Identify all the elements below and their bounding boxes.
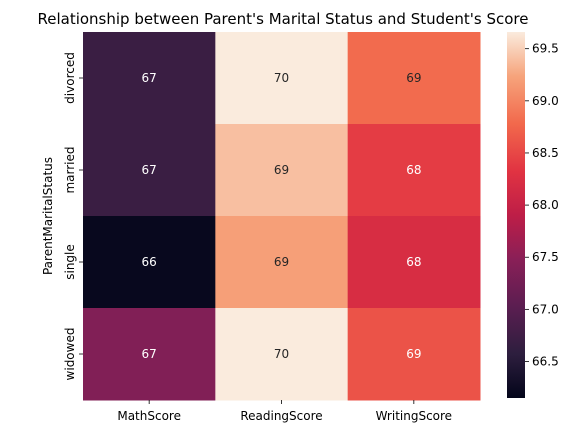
heatmap-cell-single-MathScore (83, 216, 216, 309)
heatmap-cell-divorced-WritingScore (347, 32, 481, 125)
cell-value-label: 69 (406, 71, 421, 85)
colorbar-tick-label: 68.0 (532, 198, 559, 212)
heatmap-cell-divorced-MathScore (83, 32, 216, 125)
cell-value-label: 69 (274, 255, 289, 269)
colorbar-tick-label: 67.0 (532, 302, 559, 316)
heatmap-cell-labels: 67 70 69 67 69 68 66 69 68 67 70 69 (142, 71, 422, 361)
heatmap-cell-divorced-ReadingScore (215, 32, 349, 125)
cell-value-label: 67 (142, 163, 157, 177)
heatmap-cell-widowed-WritingScore (347, 308, 481, 401)
x-axis-ticks: MathScore ReadingScore WritingScore (117, 400, 452, 423)
x-tick-label: WritingScore (376, 409, 452, 423)
x-tick-label: ReadingScore (240, 409, 322, 423)
y-axis-label: ParentMaritalStatus (41, 157, 55, 275)
cell-value-label: 69 (406, 347, 421, 361)
y-tick-label: married (63, 146, 77, 193)
cell-value-label: 70 (274, 347, 289, 361)
heatmap-cell-married-ReadingScore (215, 124, 349, 217)
heatmap-cell-widowed-ReadingScore (215, 308, 349, 401)
y-tick-label: widowed (63, 328, 77, 381)
colorbar-tick-label: 66.5 (532, 355, 559, 369)
colorbar-tick-label: 68.5 (532, 146, 559, 160)
colorbar-ticks: 66.5 67.0 67.5 68.0 68.5 69.0 69.5 (525, 42, 559, 369)
chart-title: Relationship between Parent's Marital St… (37, 10, 528, 28)
colorbar-tick-label: 69.0 (532, 94, 559, 108)
y-tick-label: divorced (63, 52, 77, 104)
y-axis-ticks: divorced married single widowed (63, 52, 83, 380)
colorbar (507, 32, 525, 398)
cell-value-label: 67 (142, 347, 157, 361)
cell-value-label: 68 (406, 255, 421, 269)
heatmap-cells (83, 32, 481, 401)
cell-value-label: 68 (406, 163, 421, 177)
heatmap-cell-widowed-MathScore (83, 308, 216, 401)
cell-value-label: 67 (142, 71, 157, 85)
heatmap-cell-married-MathScore (83, 124, 216, 217)
heatmap-cell-single-ReadingScore (215, 216, 349, 309)
cell-value-label: 69 (274, 163, 289, 177)
heatmap-cell-married-WritingScore (347, 124, 481, 217)
cell-value-label: 70 (274, 71, 289, 85)
y-tick-label: single (63, 244, 77, 280)
heatmap-cell-single-WritingScore (347, 216, 481, 309)
x-tick-label: MathScore (117, 409, 181, 423)
cell-value-label: 66 (142, 255, 157, 269)
colorbar-tick-label: 69.5 (532, 42, 559, 56)
colorbar-tick-label: 67.5 (532, 250, 559, 264)
